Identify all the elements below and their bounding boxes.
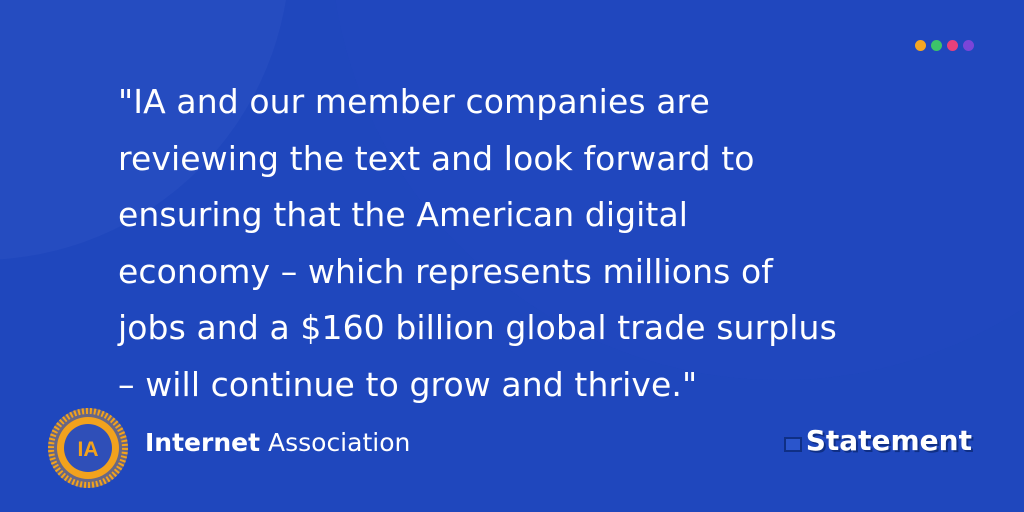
brand-name: Internet Association xyxy=(145,427,410,459)
dot-orange xyxy=(915,40,926,51)
statement-badge: Statement xyxy=(783,424,972,458)
color-dots xyxy=(915,40,974,51)
quote-line: jobs and a $160 billion global trade sur… xyxy=(118,308,837,347)
quote-line: ensuring that the American digital xyxy=(118,195,689,234)
dot-pink xyxy=(947,40,958,51)
brand-name-regular: Association xyxy=(260,428,411,457)
logo-text: IA xyxy=(78,438,99,461)
quote-text: "IA and our member companies are reviewi… xyxy=(118,74,908,413)
dot-green xyxy=(931,40,942,51)
window-icon xyxy=(783,437,802,452)
quote-line: – will continue to grow and thrive." xyxy=(118,364,698,404)
brand-name-bold: Internet xyxy=(145,428,261,457)
quote-line: "IA and our member companies are xyxy=(118,82,710,121)
quote-line: economy – which represents millions of xyxy=(118,251,774,291)
dot-purple xyxy=(963,40,974,51)
statement-label: Statement xyxy=(805,424,972,457)
internet-association-logo: IA xyxy=(48,408,128,488)
quote-line: reviewing the text and look forward to xyxy=(118,138,755,178)
